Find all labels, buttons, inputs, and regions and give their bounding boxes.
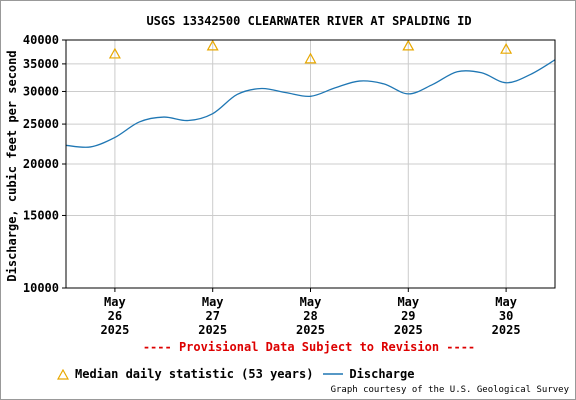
median-marker [108, 47, 121, 59]
chart-legend: Median daily statistic (53 years) Discha… [57, 364, 424, 384]
y-tick-label: 35000 [23, 57, 59, 71]
x-tick-label: May [104, 295, 126, 309]
x-tick-label: May [300, 295, 322, 309]
x-tick-label: May [397, 295, 419, 309]
courtesy-note: Graph courtesy of the U.S. Geological Su… [330, 385, 569, 395]
x-tick-label: 28 [303, 309, 317, 323]
plot-area-border [65, 39, 556, 289]
x-tick-label: May [495, 295, 517, 309]
y-tick-label: 20000 [23, 157, 59, 171]
x-tick-label: 2025 [296, 323, 325, 337]
y-tick-label: 15000 [23, 208, 59, 222]
median-marker [500, 42, 513, 54]
median-marker [402, 39, 415, 51]
x-tick-label: 29 [401, 309, 415, 323]
chart-title: USGS 13342500 CLEARWATER RIVER AT SPALDI… [146, 14, 471, 28]
triangle-marker-icon [57, 368, 69, 380]
y-tick-label: 40000 [23, 33, 59, 47]
y-axis-label: Discharge, cubic feet per second [5, 50, 19, 281]
provisional-notice: ---- Provisional Data Subject to Revisio… [143, 340, 475, 354]
legend-discharge-label: Discharge [349, 367, 415, 381]
legend-item-discharge: Discharge [323, 367, 414, 381]
x-tick-label: 2025 [492, 323, 521, 337]
x-tick-label: 27 [205, 309, 219, 323]
x-tick-label: 2025 [100, 323, 129, 337]
x-tick-label: 30 [499, 309, 513, 323]
grid-lines [66, 39, 555, 289]
x-axis-ticks: May262025May272025May282025May292025May3… [100, 288, 521, 337]
median-marker [206, 39, 219, 51]
discharge-chart: USGS 13342500 CLEARWATER RIVER AT SPALDI… [5, 14, 556, 354]
legend-item-median: Median daily statistic (53 years) [57, 367, 313, 381]
legend-median-label: Median daily statistic (53 years) [75, 367, 314, 381]
x-tick-label: May [202, 295, 224, 309]
discharge-series-line [65, 59, 556, 148]
x-tick-label: 26 [108, 309, 122, 323]
line-swatch-icon [323, 373, 344, 375]
x-tick-label: 2025 [198, 323, 227, 337]
series-layer [65, 39, 556, 148]
y-tick-label: 10000 [23, 281, 59, 295]
y-axis-ticks: 10000 15000 20000 25000 30000 35000 40000 [23, 33, 66, 295]
median-marker [304, 52, 317, 64]
y-tick-label: 30000 [23, 84, 59, 98]
y-tick-label: 25000 [23, 117, 59, 131]
x-tick-label: 2025 [394, 323, 423, 337]
